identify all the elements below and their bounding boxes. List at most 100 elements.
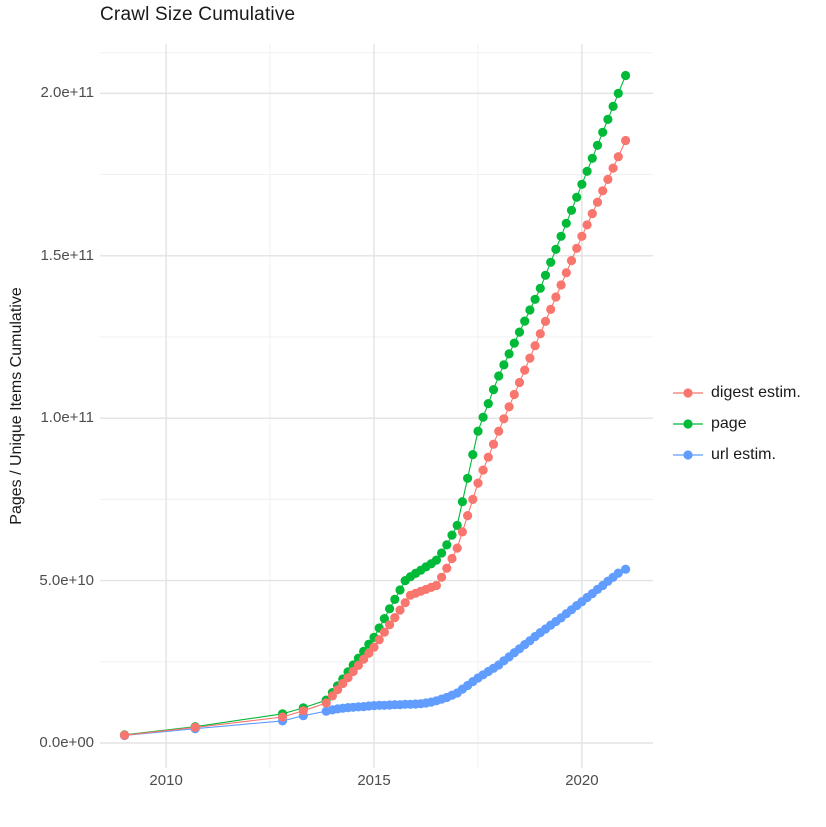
data-point bbox=[369, 642, 379, 652]
legend-item-digest-estim: digest estim. bbox=[671, 377, 801, 408]
data-point bbox=[556, 280, 566, 290]
data-point bbox=[494, 371, 504, 381]
data-point bbox=[540, 270, 551, 280]
legend-key-icon bbox=[673, 387, 703, 398]
data-point bbox=[621, 70, 631, 81]
data-point bbox=[494, 426, 504, 436]
data-point bbox=[509, 389, 519, 400]
data-point bbox=[395, 605, 405, 615]
data-point bbox=[514, 327, 525, 337]
data-point bbox=[592, 140, 603, 150]
data-point bbox=[551, 292, 561, 302]
data-point bbox=[321, 698, 331, 708]
plot-panel bbox=[100, 44, 653, 768]
data-point bbox=[561, 268, 571, 278]
data-point bbox=[535, 329, 545, 339]
data-point bbox=[327, 691, 337, 701]
data-point bbox=[463, 473, 473, 483]
data-point bbox=[447, 530, 457, 540]
data-point bbox=[483, 452, 493, 462]
data-point bbox=[359, 654, 369, 664]
data-point bbox=[488, 385, 499, 395]
data-point bbox=[566, 256, 577, 266]
legend-key-dot bbox=[683, 418, 693, 429]
data-point bbox=[582, 220, 592, 230]
y-tick-label: 5.0e+10 bbox=[39, 571, 94, 589]
y-tick-label: 1.0e+11 bbox=[40, 409, 94, 427]
data-point bbox=[587, 209, 597, 219]
data-point bbox=[442, 540, 452, 550]
data-point bbox=[190, 722, 200, 733]
data-point bbox=[530, 341, 540, 351]
data-point bbox=[608, 163, 618, 173]
data-point bbox=[385, 620, 395, 630]
data-point bbox=[473, 478, 483, 488]
data-point bbox=[478, 412, 488, 422]
data-point bbox=[348, 666, 358, 677]
data-point bbox=[535, 283, 545, 293]
data-point bbox=[520, 316, 530, 326]
data-point bbox=[390, 613, 400, 623]
data-point bbox=[499, 360, 509, 370]
data-point bbox=[613, 88, 623, 98]
data-point bbox=[442, 563, 452, 573]
data-point bbox=[566, 205, 577, 215]
data-point bbox=[374, 635, 384, 645]
data-point bbox=[390, 594, 400, 605]
data-point bbox=[431, 555, 441, 565]
data-point bbox=[621, 564, 631, 574]
data-point bbox=[452, 543, 462, 553]
data-point bbox=[277, 712, 288, 722]
data-point bbox=[587, 153, 597, 163]
data-point bbox=[603, 174, 613, 184]
y-tick-label: 0.0e+00 bbox=[39, 733, 94, 751]
data-point bbox=[333, 685, 343, 695]
data-point bbox=[546, 257, 556, 267]
data-point bbox=[343, 673, 353, 683]
legend-key-dot bbox=[683, 449, 693, 460]
data-point bbox=[468, 450, 478, 460]
legend-item-page: page bbox=[671, 408, 801, 439]
y-tick-label: 2.0e+11 bbox=[40, 84, 94, 102]
legend: digest estim. page url estim. bbox=[671, 377, 801, 470]
series-line-url-estim- bbox=[124, 568, 626, 737]
data-point bbox=[551, 244, 561, 254]
data-point bbox=[463, 511, 473, 521]
data-point bbox=[483, 399, 493, 409]
legend-key-icon bbox=[673, 418, 703, 429]
data-point bbox=[457, 527, 467, 537]
x-tick-label: 2015 bbox=[357, 772, 391, 789]
data-point bbox=[298, 706, 308, 716]
legend-key-dot bbox=[683, 387, 693, 398]
x-tick-label: 2020 bbox=[565, 772, 599, 789]
data-point bbox=[577, 179, 587, 189]
data-point bbox=[457, 497, 467, 507]
data-point bbox=[546, 304, 556, 314]
data-point bbox=[395, 585, 405, 595]
data-point bbox=[514, 377, 525, 388]
data-point bbox=[468, 494, 478, 504]
data-point bbox=[364, 648, 374, 658]
y-tick-label: 1.5e+11 bbox=[40, 246, 94, 264]
x-tick-label: 2010 bbox=[149, 772, 183, 789]
data-point bbox=[525, 353, 535, 363]
data-point bbox=[431, 580, 441, 591]
data-point bbox=[598, 186, 608, 196]
data-point bbox=[504, 349, 514, 359]
data-point bbox=[572, 192, 582, 202]
data-point bbox=[572, 243, 582, 253]
data-point bbox=[488, 439, 499, 449]
data-point bbox=[499, 414, 509, 424]
data-point bbox=[452, 520, 462, 530]
data-point bbox=[561, 218, 571, 228]
data-point bbox=[603, 114, 613, 124]
data-point bbox=[119, 730, 130, 740]
data-point bbox=[613, 568, 623, 578]
data-point bbox=[582, 166, 592, 176]
data-point bbox=[385, 604, 395, 614]
legend-item-url-estim: url estim. bbox=[671, 439, 801, 470]
data-point bbox=[400, 598, 410, 608]
legend-key-icon bbox=[673, 449, 703, 460]
data-point bbox=[577, 231, 587, 241]
data-point bbox=[598, 127, 608, 137]
